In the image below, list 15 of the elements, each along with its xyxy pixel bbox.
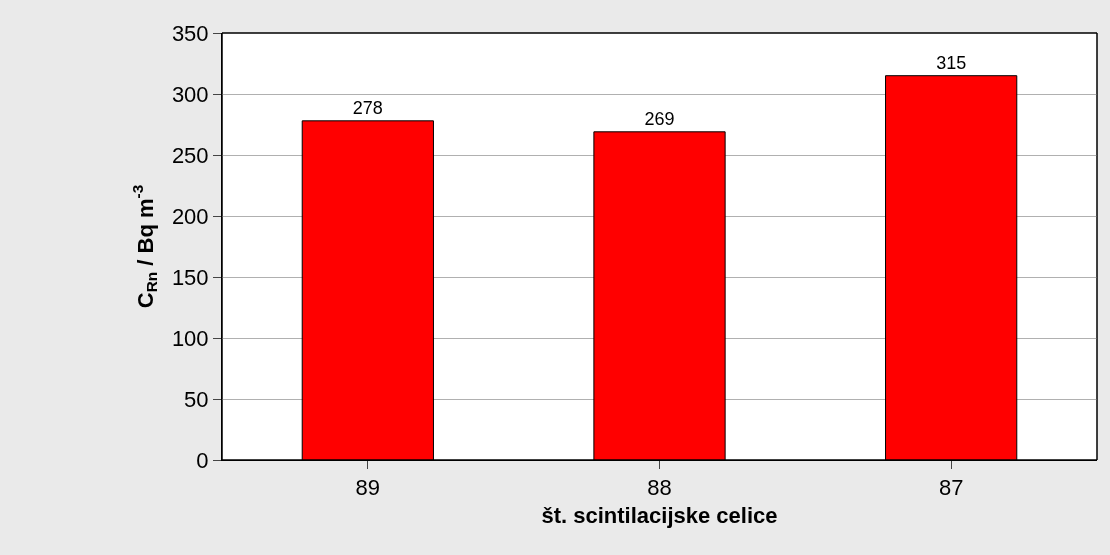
y-tick-label: 0 — [196, 447, 209, 473]
y-tick-label: 50 — [184, 386, 209, 412]
x-tick-label: 89 — [355, 475, 381, 501]
y-tick-label: 250 — [171, 142, 209, 168]
y-tick-label: 300 — [171, 81, 209, 107]
x-tick-label: 88 — [647, 475, 672, 501]
data-label: 269 — [644, 108, 675, 129]
y-tick-label: 100 — [171, 325, 209, 351]
data-label: 315 — [936, 52, 967, 73]
y-tick-label: 350 — [171, 20, 209, 46]
x-axis-title: št. scintilacijske celice — [541, 503, 778, 529]
y-tick-label: 150 — [171, 264, 209, 290]
x-tick-label: 87 — [938, 475, 964, 501]
y-tick-label: 200 — [171, 203, 209, 229]
data-label: 278 — [352, 97, 383, 118]
